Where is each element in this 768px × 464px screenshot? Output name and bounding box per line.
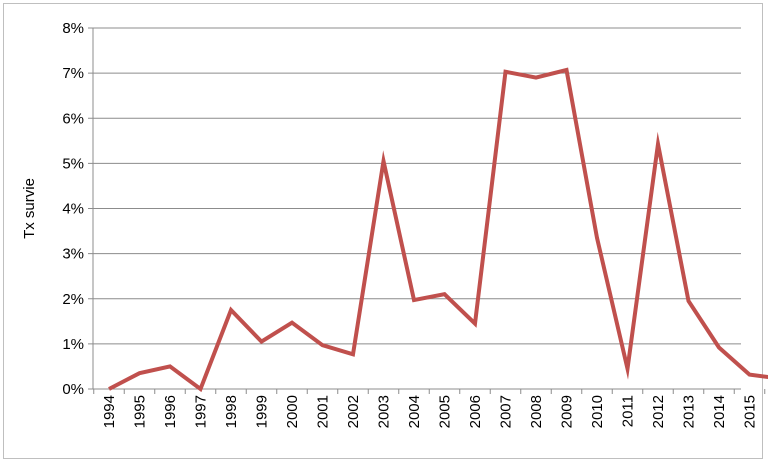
x-tick-label: 2013 [681,395,698,428]
x-tick-label: 2004 [406,395,423,428]
x-tick-label: 1997 [193,395,210,428]
y-tick-label: 8% [62,20,84,37]
axes [88,27,766,394]
x-tick-label: 2012 [650,395,667,428]
x-tick-label: 1994 [101,395,118,428]
y-tick-labels: 0% 1% 2% 3% 4% 5% 6% 7% 8% [62,20,84,398]
gridlines [93,27,741,345]
x-tick-labels: 1994 1995 1996 1997 1998 1999 2000 2001 2002 2003… [101,395,759,428]
y-tick-label: 5% [62,155,84,172]
x-tick-label: 2015 [742,395,759,428]
x-tick-label: 1999 [254,395,271,428]
x-tick-label: 2000 [284,395,301,428]
x-tick-label: 2008 [528,395,545,428]
x-tick-label: 2011 [620,395,637,427]
x-tick-label: 2002 [345,395,362,428]
x-tick-label: 2006 [467,395,484,428]
chart-frame [3,3,763,459]
x-tick-label: 1998 [223,395,240,428]
y-tick-label: 2% [62,291,84,308]
x-tick-label: 2014 [711,395,728,428]
y-tick-label: 1% [62,336,84,353]
x-tick-label: 2005 [437,395,454,428]
x-tick-label: 2010 [589,395,606,428]
y-tick-label: 4% [62,201,84,218]
y-tick-label: 7% [62,65,84,82]
series-layer [108,67,768,393]
x-tick-label: 2007 [498,395,515,428]
x-tick-label: 1996 [162,395,179,428]
y-tick-label: 3% [62,246,84,263]
x-tick-label: 2009 [559,395,576,428]
y-tick-label: 0% [62,381,84,398]
x-tick-label: 2001 [315,395,332,428]
x-tick-label: 1995 [132,395,149,428]
y-tick-label: 6% [62,110,84,127]
y-axis-title: Tx survie [21,178,38,239]
x-tick-label: 2003 [376,395,393,428]
